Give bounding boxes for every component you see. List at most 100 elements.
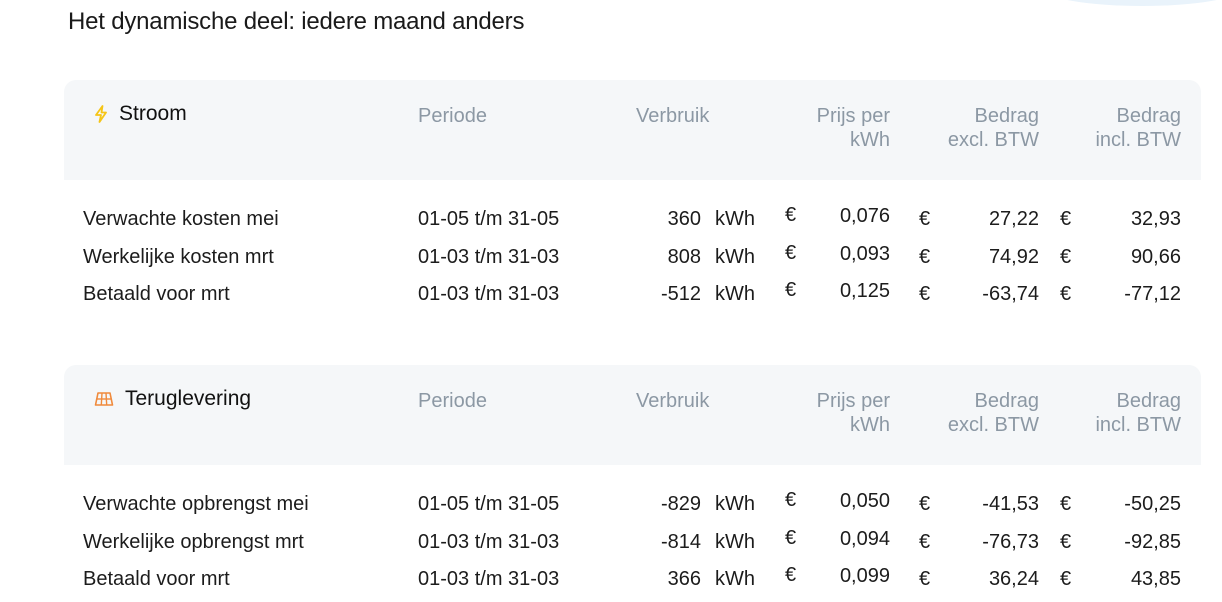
- row-currency: €: [1060, 568, 1072, 590]
- row-bedrag-incl: 32,93: [1130, 208, 1181, 230]
- row-periode: 01-03 t/m 31-03: [418, 568, 560, 590]
- row-prijs: 0,076: [839, 205, 890, 227]
- row-bedrag-incl: 43,85: [1130, 568, 1181, 590]
- row-currency: €: [785, 526, 797, 549]
- header-excl-line2: excl. BTW: [947, 129, 1039, 151]
- row-prijs: 0,099: [839, 565, 890, 587]
- row-unit: kWh: [715, 208, 755, 230]
- header-prijs-line2: kWh: [850, 414, 890, 436]
- row-unit: kWh: [715, 493, 755, 515]
- row-currency: €: [785, 204, 797, 226]
- row-unit: kWh: [715, 530, 755, 553]
- header-incl-line1: Bedrag: [1116, 105, 1182, 127]
- row-bedrag-incl: -50,25: [1124, 493, 1181, 515]
- row-currency: €: [1060, 530, 1072, 553]
- row-currency: €: [785, 279, 797, 301]
- header-excl-line1: Bedrag: [974, 105, 1040, 127]
- row-currency: €: [1060, 245, 1072, 268]
- row-unit: kWh: [715, 245, 755, 268]
- row-label: Verwachte kosten mei: [83, 208, 279, 230]
- table-header: Teruglevering Periode Verbruik Prijs per…: [64, 365, 1201, 465]
- stroom-table: Stroom Periode Verbruik Prijs per kWh Be…: [64, 80, 1201, 317]
- row-label: Betaald voor mrt: [83, 568, 230, 590]
- row-prijs: 0,125: [839, 280, 890, 302]
- table-title-label: Stroom: [119, 102, 187, 125]
- row-periode: 01-05 t/m 31-05: [418, 208, 560, 230]
- table-row: Werkelijke kosten mrt 01-03 t/m 31-03 80…: [64, 242, 1201, 280]
- row-verbruik: -814: [660, 530, 701, 553]
- row-periode: 01-03 t/m 31-03: [418, 283, 560, 305]
- table-body: Verwachte kosten mei 01-05 t/m 31-05 360…: [64, 180, 1201, 317]
- header-bedrag-excl: Bedrag excl. BTW: [948, 104, 1039, 152]
- row-currency: €: [1060, 283, 1072, 305]
- header-periode: Periode: [418, 390, 487, 412]
- table-row: Verwachte kosten mei 01-05 t/m 31-05 360…: [64, 204, 1201, 242]
- header-excl-line2: excl. BTW: [947, 414, 1039, 436]
- header-excl-line1: Bedrag: [974, 390, 1040, 412]
- row-bedrag-excl: 74,92: [988, 245, 1039, 268]
- row-bedrag-incl: -92,85: [1124, 530, 1181, 553]
- row-periode: 01-03 t/m 31-03: [418, 245, 560, 268]
- row-currency: €: [919, 245, 931, 268]
- row-label: Werkelijke opbrengst mrt: [83, 530, 304, 553]
- header-incl-line2: incl. BTW: [1095, 414, 1181, 436]
- table-row: Betaald voor mrt 01-03 t/m 31-03 -512 kW…: [64, 279, 1201, 317]
- row-bedrag-excl: 27,22: [988, 208, 1039, 230]
- header-bedrag-incl: Bedrag incl. BTW: [1095, 104, 1181, 152]
- header-verbruik: Verbruik: [636, 390, 710, 412]
- solar-panel-icon: [94, 391, 114, 407]
- row-bedrag-excl: -63,74: [982, 283, 1039, 305]
- table-body: Verwachte opbrengst mei 01-05 t/m 31-05 …: [64, 465, 1201, 602]
- header-incl-line1: Bedrag: [1116, 390, 1182, 412]
- row-prijs: 0,094: [839, 527, 890, 550]
- teruglevering-table: Teruglevering Periode Verbruik Prijs per…: [64, 365, 1201, 602]
- row-currency: €: [919, 568, 931, 590]
- table-title: Teruglevering: [94, 387, 251, 411]
- header-prijs: Prijs per kWh: [817, 104, 890, 152]
- row-currency: €: [919, 283, 931, 305]
- row-unit: kWh: [715, 568, 755, 590]
- row-verbruik: 360: [667, 208, 701, 230]
- row-prijs: 0,093: [839, 242, 890, 265]
- table-title-label: Teruglevering: [125, 387, 252, 410]
- row-currency: €: [1060, 493, 1072, 515]
- row-currency: €: [919, 493, 931, 515]
- row-bedrag-excl: -76,73: [982, 530, 1039, 553]
- row-periode: 01-05 t/m 31-05: [418, 493, 560, 515]
- table-title: Stroom: [94, 102, 187, 126]
- row-bedrag-incl: -77,12: [1124, 283, 1181, 305]
- row-currency: €: [785, 241, 797, 264]
- row-label: Verwachte opbrengst mei: [83, 493, 309, 515]
- row-verbruik: 366: [667, 568, 701, 590]
- header-prijs-line2: kWh: [850, 129, 890, 151]
- header-prijs: Prijs per kWh: [817, 389, 890, 437]
- row-currency: €: [785, 564, 797, 586]
- table-header: Stroom Periode Verbruik Prijs per kWh Be…: [64, 80, 1201, 180]
- row-currency: €: [919, 208, 931, 230]
- table-row: Verwachte opbrengst mei 01-05 t/m 31-05 …: [64, 489, 1201, 527]
- row-currency: €: [1060, 208, 1072, 230]
- row-verbruik: -829: [660, 493, 701, 515]
- lightning-icon: [94, 105, 108, 123]
- row-verbruik: 808: [667, 245, 701, 268]
- header-prijs-line1: Prijs per: [816, 390, 890, 412]
- page-title: Het dynamische deel: iedere maand anders: [68, 8, 525, 35]
- row-verbruik: -512: [660, 283, 701, 305]
- header-prijs-line1: Prijs per: [816, 105, 890, 127]
- row-periode: 01-03 t/m 31-03: [418, 530, 560, 553]
- row-currency: €: [919, 530, 931, 553]
- row-currency: €: [785, 489, 797, 511]
- table-row: Werkelijke opbrengst mrt 01-03 t/m 31-03…: [64, 527, 1201, 565]
- table-row: Betaald voor mrt 01-03 t/m 31-03 366 kWh…: [64, 564, 1201, 602]
- header-periode: Periode: [418, 105, 487, 127]
- row-unit: kWh: [715, 283, 755, 305]
- row-bedrag-excl: -41,53: [982, 493, 1039, 515]
- row-label: Betaald voor mrt: [83, 283, 230, 305]
- row-bedrag-incl: 90,66: [1130, 245, 1181, 268]
- row-label: Werkelijke kosten mrt: [83, 245, 274, 268]
- corner-decoration: [1042, 0, 1222, 6]
- header-bedrag-incl: Bedrag incl. BTW: [1095, 389, 1181, 437]
- row-bedrag-excl: 36,24: [988, 568, 1039, 590]
- header-bedrag-excl: Bedrag excl. BTW: [948, 389, 1039, 437]
